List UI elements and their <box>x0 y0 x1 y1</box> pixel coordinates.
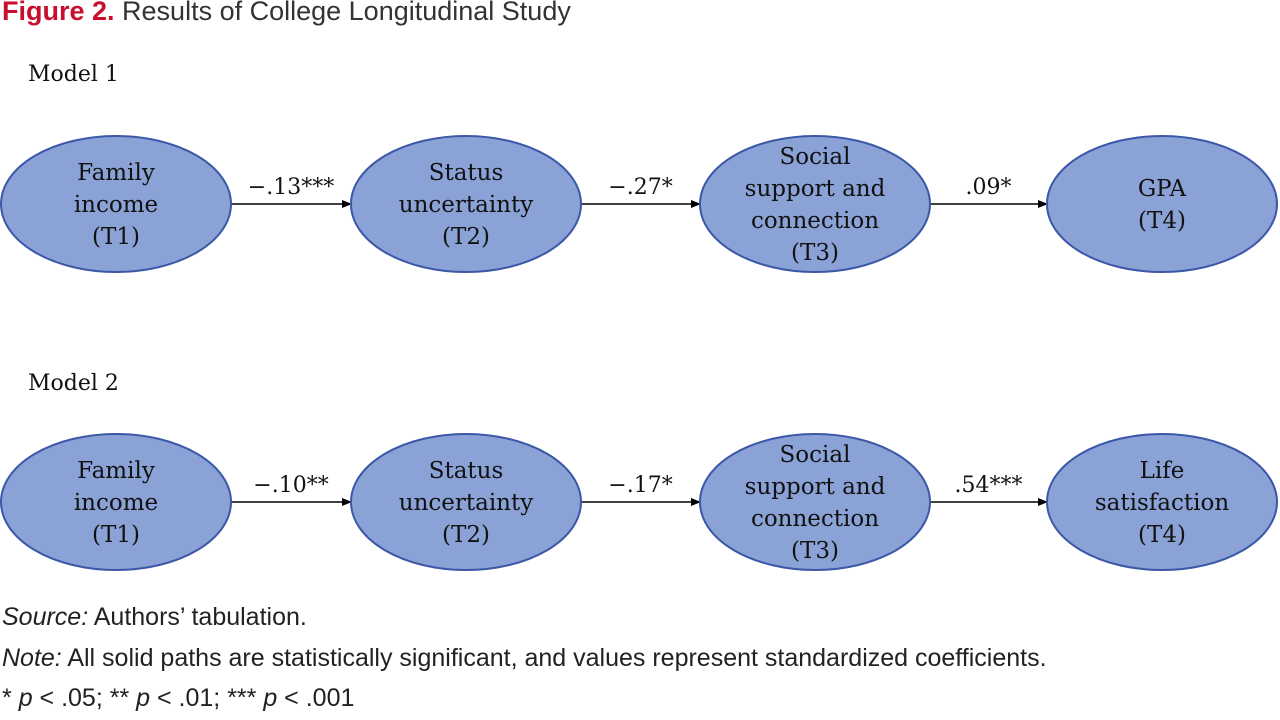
node-2: Status uncertainty (T2) <box>350 433 582 571</box>
node-ellipse <box>699 135 931 273</box>
source-label: Source: <box>2 603 89 631</box>
note-text: All solid paths are statistically signif… <box>61 644 1047 672</box>
sig-value-3: < .001 <box>277 684 355 712</box>
figure-label: Figure 2. <box>2 0 115 26</box>
node-label-line: Status <box>429 160 504 186</box>
node-label-line: income <box>74 490 158 516</box>
node-ellipse <box>0 433 232 571</box>
sig-p-3: p <box>263 684 278 712</box>
sig-stars-2: ** <box>109 684 137 712</box>
node-ellipse <box>350 433 582 571</box>
node-label-line: support and <box>745 176 886 202</box>
model-2-label: Model 2 <box>28 371 119 396</box>
node-label-line: (T4) <box>1138 208 1186 234</box>
node-label-line: income <box>74 192 158 218</box>
node-label-line: Family <box>77 160 155 186</box>
node-label-line: satisfaction <box>1095 490 1229 516</box>
source-text: Authors’ tabulation. <box>88 603 307 631</box>
node-3: Social support and connection (T3) <box>699 135 931 273</box>
node-label-line: (T3) <box>791 538 839 564</box>
node-label-line: connection <box>751 506 879 532</box>
path-coefficient-2: −.27* <box>608 175 672 200</box>
node-ellipse <box>699 433 931 571</box>
node-label-line: (T2) <box>442 522 490 548</box>
node-label-line: uncertainty <box>399 192 533 218</box>
source-note: Source: Authors’ tabulation. <box>2 603 307 632</box>
node-ellipse <box>0 135 232 273</box>
node-label-line: Status <box>429 458 504 484</box>
node-label-line: connection <box>751 208 879 234</box>
model-1-label: Model 1 <box>28 62 119 87</box>
node-label-line: GPA <box>1138 176 1187 202</box>
path-coefficient-2: −.17* <box>608 473 672 498</box>
model-2-diagram: −.10** −.17* .54*** Family income (T1) Status u… <box>0 433 1278 571</box>
node-2: Status uncertainty (T2) <box>350 135 582 273</box>
sig-stars-3: *** <box>227 684 264 712</box>
node-label-line: Life <box>1140 458 1185 484</box>
node-4: GPA (T4) <box>1046 135 1278 273</box>
node-ellipse <box>350 135 582 273</box>
node-label-line: (T1) <box>92 522 140 548</box>
node-label-line: Social <box>780 144 851 170</box>
node-label-line: (T1) <box>92 224 140 250</box>
node-label-line: Social <box>780 442 851 468</box>
node-label-line: (T4) <box>1138 522 1186 548</box>
node-ellipse <box>1046 433 1278 571</box>
note-label: Note: <box>2 644 62 672</box>
model-1-diagram: −.13*** −.27* .09* Family income (T1) Status un… <box>0 135 1278 273</box>
node-label-line: (T2) <box>442 224 490 250</box>
node-label-line: uncertainty <box>399 490 533 516</box>
node-4: Life satisfaction (T4) <box>1046 433 1278 571</box>
figure-title-text: Results of College Longitudinal Study <box>122 0 571 26</box>
node-1: Family income (T1) <box>0 433 232 571</box>
significance-note: * p < .05; ** p < .01; *** p < .001 <box>2 684 354 713</box>
node-ellipse <box>1046 135 1278 273</box>
sig-stars-1: * <box>2 684 19 712</box>
sig-p-1: p <box>18 684 33 712</box>
path-coefficient-3: .54*** <box>955 473 1023 498</box>
path-coefficient-1: −.13*** <box>248 175 334 200</box>
node-3: Social support and connection (T3) <box>699 433 931 571</box>
figure-title: Figure 2. Results of College Longitudina… <box>2 0 571 27</box>
node-label-line: support and <box>745 474 886 500</box>
sig-value-2: < .01; <box>150 684 228 712</box>
node-label-line: (T3) <box>791 240 839 266</box>
general-note: Note: All solid paths are statistically … <box>2 644 1047 673</box>
path-coefficient-1: −.10** <box>253 473 328 498</box>
path-coefficient-3: .09* <box>966 175 1012 200</box>
sig-value-1: < .05; <box>32 684 110 712</box>
sig-p-2: p <box>136 684 151 712</box>
node-label-line: Family <box>77 458 155 484</box>
node-1: Family income (T1) <box>0 135 232 273</box>
